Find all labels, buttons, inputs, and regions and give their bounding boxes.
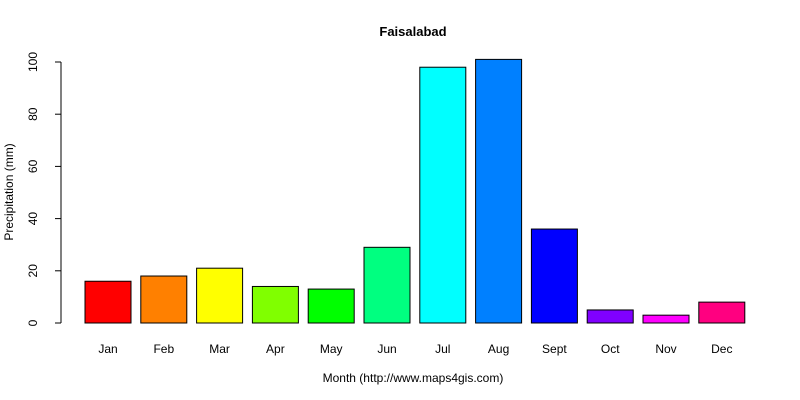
- bar-dec: [698, 301, 746, 324]
- x-tick-label: Dec: [711, 342, 732, 356]
- y-axis-label: Precipitation (mm): [2, 143, 16, 240]
- y-tick-label: 20: [26, 264, 40, 278]
- x-tick-label: Nov: [655, 342, 676, 356]
- x-tick-label: Oct: [601, 342, 620, 356]
- x-tick-label: May: [320, 342, 343, 356]
- bar-apr: [251, 285, 299, 324]
- y-tick-label: 0: [26, 319, 40, 326]
- x-tick-label: Jul: [435, 342, 450, 356]
- bars: [84, 58, 746, 324]
- bar-sept: [530, 228, 578, 324]
- bar-oct: [586, 309, 634, 324]
- bar-jun: [363, 246, 411, 324]
- x-tick-label: Mar: [209, 342, 230, 356]
- bar-nov: [642, 314, 690, 324]
- bar-aug: [475, 58, 523, 324]
- x-axis-label: Month (http://www.maps4gis.com): [323, 371, 504, 385]
- x-tick-label: Feb: [153, 342, 174, 356]
- y-tick-label: 80: [26, 107, 40, 121]
- y-tick-label: 60: [26, 159, 40, 173]
- x-tick-label: Sept: [542, 342, 567, 356]
- chart-title: Faisalabad: [379, 24, 446, 39]
- x-tick-labels: Jan Feb Mar Apr May Jun Jul Aug Sept Oct Nov Dec: [98, 342, 732, 356]
- bar-jan: [84, 280, 132, 324]
- x-tick-label: Apr: [266, 342, 285, 356]
- y-tick-label: 40: [26, 212, 40, 226]
- x-tick-label: Aug: [488, 342, 509, 356]
- bar-feb: [140, 275, 188, 324]
- y-axis: 0 20 40 60 80 100: [26, 52, 62, 326]
- x-tick-label: Jan: [98, 342, 117, 356]
- bar-jul: [419, 66, 467, 324]
- bar-mar: [196, 267, 244, 324]
- x-tick-label: Jun: [377, 342, 396, 356]
- bar-may: [307, 288, 355, 324]
- y-tick-label: 100: [26, 52, 40, 72]
